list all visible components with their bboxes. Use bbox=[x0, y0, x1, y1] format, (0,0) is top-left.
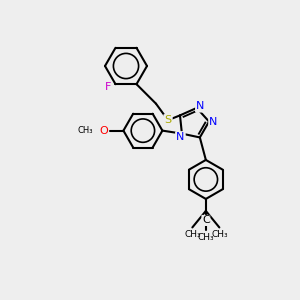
Text: F: F bbox=[105, 82, 111, 92]
Text: CH₃: CH₃ bbox=[184, 230, 201, 239]
Text: C: C bbox=[202, 215, 210, 225]
Text: CH₃: CH₃ bbox=[78, 126, 93, 135]
Text: N: N bbox=[176, 132, 184, 142]
Text: CH₃: CH₃ bbox=[197, 233, 214, 242]
Text: S: S bbox=[164, 115, 172, 125]
Text: O: O bbox=[99, 126, 108, 136]
Text: CH₃: CH₃ bbox=[211, 230, 228, 239]
Text: N: N bbox=[209, 117, 218, 127]
Text: N: N bbox=[196, 101, 205, 111]
